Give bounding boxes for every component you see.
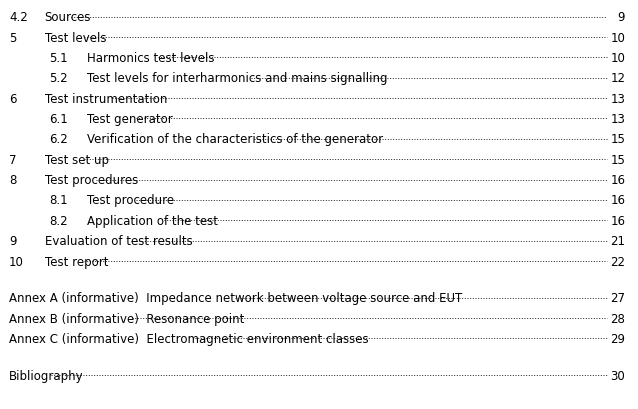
Text: 22: 22 bbox=[610, 255, 625, 268]
Text: 15: 15 bbox=[611, 133, 625, 146]
Text: Test procedure: Test procedure bbox=[87, 194, 174, 207]
Text: Evaluation of test results: Evaluation of test results bbox=[45, 235, 192, 247]
Text: 5.1: 5.1 bbox=[49, 52, 68, 65]
Text: 8.1: 8.1 bbox=[49, 194, 68, 207]
Text: Harmonics test levels: Harmonics test levels bbox=[87, 52, 214, 65]
Text: 6.1: 6.1 bbox=[49, 113, 68, 126]
Text: 9: 9 bbox=[618, 11, 625, 24]
Text: 30: 30 bbox=[611, 369, 625, 382]
Text: 28: 28 bbox=[611, 312, 625, 325]
Text: 10: 10 bbox=[9, 255, 24, 268]
Text: Test set up: Test set up bbox=[45, 153, 108, 166]
Text: Test levels for interharmonics and mains signalling: Test levels for interharmonics and mains… bbox=[87, 72, 388, 85]
Text: 15: 15 bbox=[611, 153, 625, 166]
Text: 8: 8 bbox=[9, 174, 17, 187]
Text: 10: 10 bbox=[611, 31, 625, 45]
Text: Test procedures: Test procedures bbox=[45, 174, 138, 187]
Text: 4.2: 4.2 bbox=[9, 11, 28, 24]
Text: 7: 7 bbox=[9, 153, 17, 166]
Text: Verification of the characteristics of the generator: Verification of the characteristics of t… bbox=[87, 133, 383, 146]
Text: 21: 21 bbox=[610, 235, 625, 247]
Text: 8.2: 8.2 bbox=[49, 214, 68, 227]
Text: 13: 13 bbox=[611, 113, 625, 126]
Text: 27: 27 bbox=[610, 292, 625, 304]
Text: Sources: Sources bbox=[45, 11, 91, 24]
Text: 10: 10 bbox=[611, 52, 625, 65]
Text: 5.2: 5.2 bbox=[49, 72, 68, 85]
Text: Annex A (informative)  Impedance network between voltage source and EUT: Annex A (informative) Impedance network … bbox=[9, 292, 463, 304]
Text: Test levels: Test levels bbox=[45, 31, 106, 45]
Text: Test instrumentation: Test instrumentation bbox=[45, 92, 167, 106]
Text: 16: 16 bbox=[610, 194, 625, 207]
Text: 5: 5 bbox=[9, 31, 17, 45]
Text: 13: 13 bbox=[611, 92, 625, 106]
Text: 12: 12 bbox=[610, 72, 625, 85]
Text: 16: 16 bbox=[610, 174, 625, 187]
Text: Annex C (informative)  Electromagnetic environment classes: Annex C (informative) Electromagnetic en… bbox=[9, 332, 369, 345]
Text: 16: 16 bbox=[610, 214, 625, 227]
Text: 29: 29 bbox=[610, 332, 625, 345]
Text: Test report: Test report bbox=[45, 255, 108, 268]
Text: Annex B (informative)  Resonance point: Annex B (informative) Resonance point bbox=[9, 312, 244, 325]
Text: 9: 9 bbox=[9, 235, 17, 247]
Text: 6: 6 bbox=[9, 92, 17, 106]
Text: Application of the test: Application of the test bbox=[87, 214, 218, 227]
Text: Bibliography: Bibliography bbox=[9, 369, 84, 382]
Text: 6.2: 6.2 bbox=[49, 133, 68, 146]
Text: Test generator: Test generator bbox=[87, 113, 173, 126]
